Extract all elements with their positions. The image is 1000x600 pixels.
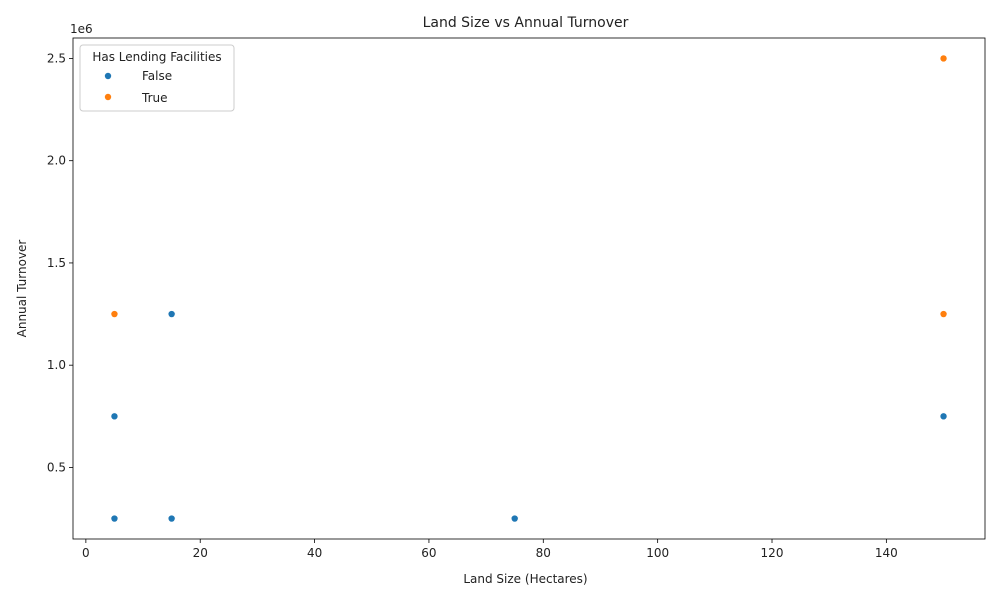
legend-title: Has Lending Facilities <box>92 50 221 64</box>
y-tick-label: 1.0 <box>47 358 66 372</box>
legend-label-true: True <box>141 91 168 105</box>
data-points <box>110 54 948 523</box>
x-tick-label: 100 <box>646 546 669 560</box>
x-tick-label: 80 <box>536 546 551 560</box>
y-tick-label: 1.5 <box>47 256 66 270</box>
x-tick-label: 40 <box>307 546 322 560</box>
x-tick-label: 0 <box>82 546 90 560</box>
legend-marker-false <box>104 72 112 80</box>
data-point-true <box>110 310 119 318</box>
data-point-false <box>939 412 948 421</box>
y-axis-label: Annual Turnover <box>15 240 29 338</box>
axis-ticks: 0 20 40 60 80 100 120 140 0.5 1.0 1.5 2.0 2.5 <box>47 51 898 560</box>
data-point-true <box>939 54 948 63</box>
y-tick-label: 2.0 <box>47 154 66 168</box>
x-axis-label: Land Size (Hectares) <box>463 572 587 586</box>
data-point-false <box>110 514 119 523</box>
y-tick-label: 0.5 <box>47 460 66 474</box>
x-tick-label: 20 <box>193 546 208 560</box>
legend-label-false: False <box>142 69 172 83</box>
data-point-true <box>939 310 948 318</box>
x-tick-label: 120 <box>761 546 784 560</box>
data-point-false <box>110 412 119 421</box>
plot-frame <box>72 37 986 540</box>
y-tick-label: 2.5 <box>47 51 66 65</box>
x-tick-label: 60 <box>421 546 436 560</box>
legend-box <box>79 44 235 112</box>
y-offset-label: 1e6 <box>70 22 93 36</box>
legend: Has Lending Facilities False True <box>79 44 235 112</box>
legend-marker-true <box>104 93 112 101</box>
data-point-false <box>167 310 176 318</box>
data-point-false <box>510 514 519 523</box>
x-tick-label: 140 <box>875 546 898 560</box>
data-point-false <box>167 514 176 523</box>
chart-title: Land Size vs Annual Turnover <box>423 15 629 31</box>
